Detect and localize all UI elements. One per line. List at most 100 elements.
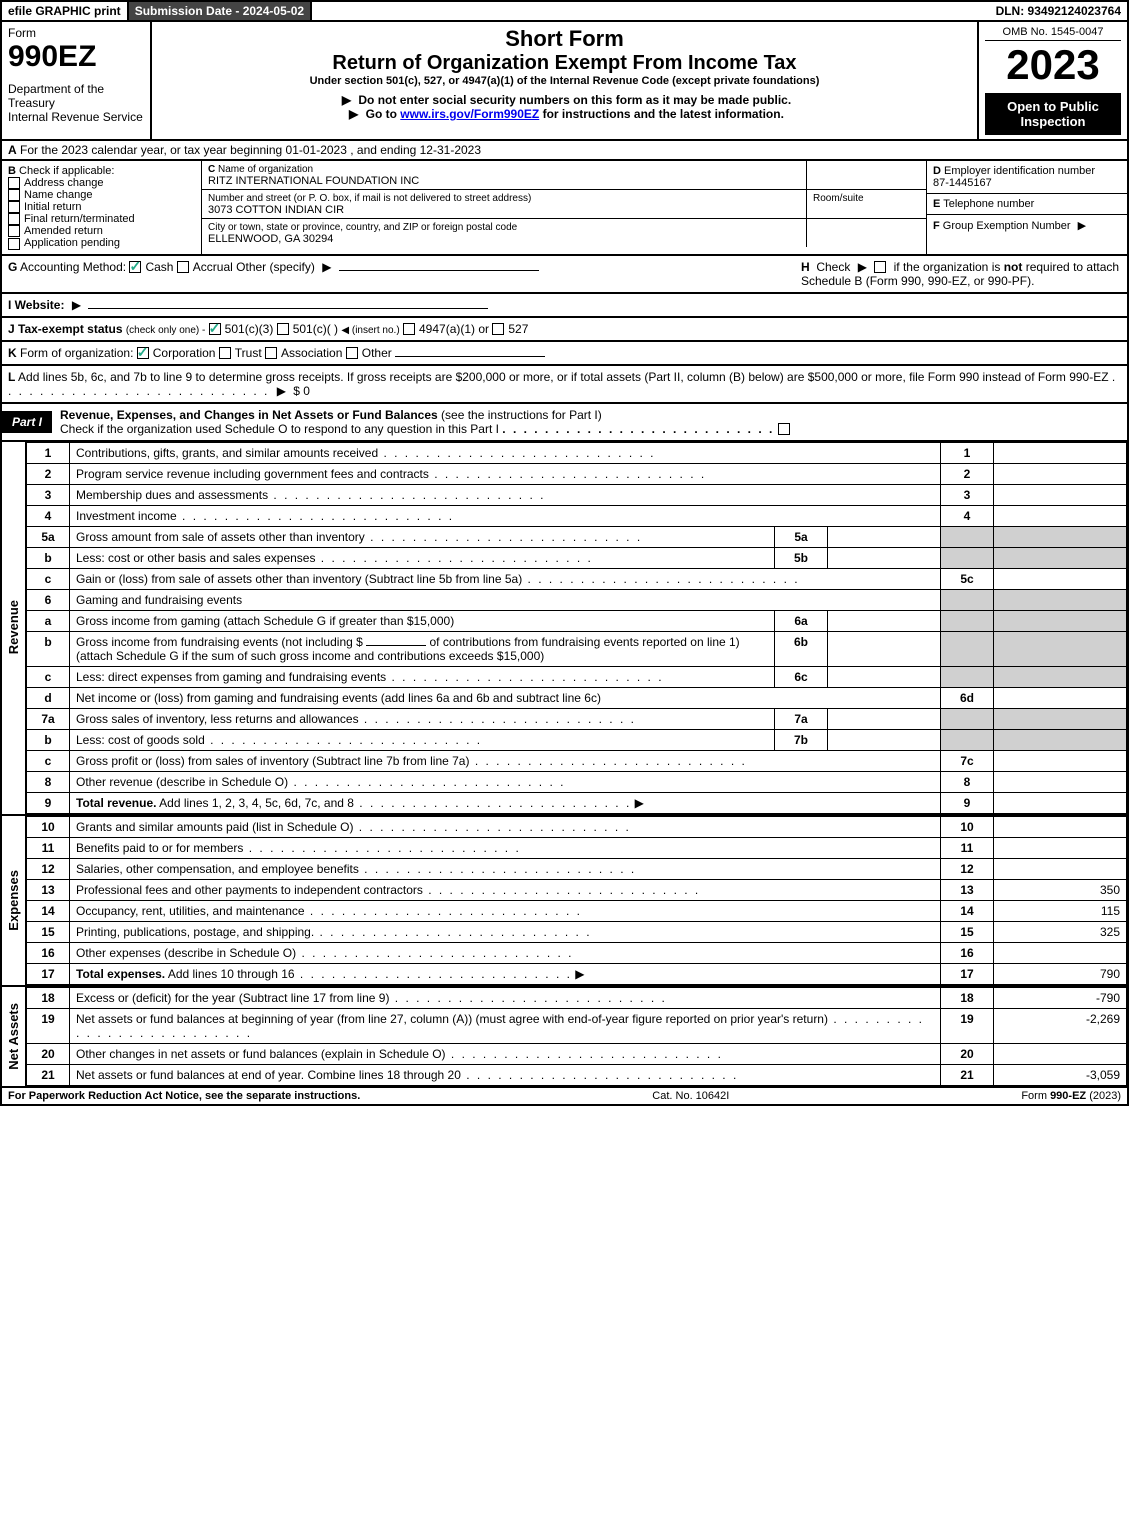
org-street: 3073 COTTON INDIAN CIR [208,204,344,216]
room-cell [806,161,926,189]
table-row: 11Benefits paid to or for members11 [27,837,1127,858]
note-goto: Go to www.irs.gov/Form990EZ for instruct… [158,107,971,121]
short-form-title: Short Form [158,26,971,52]
table-row: 15Printing, publications, postage, and s… [27,921,1127,942]
f-label: Group Exemption Number [943,220,1071,232]
arrow-icon [273,384,290,398]
part-1-checkline: Check if the organization used Schedule … [60,422,499,436]
j-opt3: 4947(a)(1) or [419,322,489,336]
irs-link[interactable]: www.irs.gov/Form990EZ [400,107,539,121]
checkbox-other-org[interactable] [346,347,358,359]
dln-label: DLN: 93492124023764 [990,2,1127,20]
checkbox-association[interactable] [265,347,277,359]
l-text: Add lines 5b, 6c, and 7b to line 9 to de… [18,370,1109,384]
checkbox-501c[interactable] [277,323,289,335]
omb-number: OMB No. 1545-0047 [985,26,1121,41]
table-row: 16Other expenses (describe in Schedule O… [27,942,1127,963]
checkbox-trust[interactable] [219,347,231,359]
checkbox-initial-return[interactable] [8,201,20,213]
footer-left: For Paperwork Reduction Act Notice, see … [8,1090,360,1102]
arrow-icon [68,298,85,312]
table-row: 8Other revenue (describe in Schedule O)8 [27,771,1127,792]
dept-label: Department of the Treasury [8,82,144,110]
checkbox-cash[interactable] [129,261,141,273]
checkbox-address-change[interactable] [8,177,20,189]
row-l: L Add lines 5b, 6c, and 7b to line 9 to … [0,366,1129,404]
j-note: (check only one) - [126,325,205,336]
top-bar-spacer [312,2,989,20]
checkbox-527[interactable] [492,323,504,335]
checkbox-501c3[interactable] [209,323,221,335]
table-row: 7aGross sales of inventory, less returns… [27,708,1127,729]
row-j: J Tax-exempt status (check only one) - 5… [0,318,1129,342]
arrow-icon [338,93,355,107]
j-opt2: 501(c)( ) [293,322,338,336]
checkbox-h[interactable] [874,261,886,273]
room-label: Room/suite [813,193,864,204]
efile-print-label[interactable]: efile GRAPHIC print [2,2,129,20]
section-a-text: For the 2023 calendar year, or tax year … [20,143,481,157]
k-opt-1: Trust [235,346,262,360]
e-label: Telephone number [943,198,1034,210]
c-city-right [806,219,926,247]
table-row: 17Total expenses. Add lines 10 through 1… [27,963,1127,984]
table-row: cGain or (loss) from sale of assets othe… [27,568,1127,589]
table-row: 12Salaries, other compensation, and empl… [27,858,1127,879]
dot-leader [502,422,774,436]
h-block: H Check if the organization is not requi… [801,260,1121,288]
table-row: 5aGross amount from sale of assets other… [27,526,1127,547]
table-row: 14Occupancy, rent, utilities, and mainte… [27,900,1127,921]
room-suite-cell: Room/suite [806,190,926,218]
table-row: 10Grants and similar amounts paid (list … [27,816,1127,837]
checkbox-4947[interactable] [403,323,415,335]
part-1-title: Revenue, Expenses, and Changes in Net As… [52,404,1127,440]
h-text: if the organization is [894,260,1001,274]
arrow-icon [854,260,871,274]
table-row: 13Professional fees and other payments t… [27,879,1127,900]
footer-center: Cat. No. 10642I [652,1090,729,1102]
form-header: Form 990EZ Department of the Treasury In… [0,22,1129,141]
c-name-cell: C Name of organization RITZ INTERNATIONA… [202,161,806,189]
b-opt-3: Final return/terminated [24,213,135,225]
page-footer: For Paperwork Reduction Act Notice, see … [0,1088,1129,1106]
row-k: K Form of organization: Corporation Trus… [0,342,1129,366]
checkbox-final-return[interactable] [8,213,20,225]
k-label: Form of organization: [20,346,133,360]
note-goto-pre: Go to [366,107,401,121]
l-amount: $ 0 [293,384,310,398]
note-goto-post: for instructions and the latest informat… [543,107,784,121]
section-a: A For the 2023 calendar year, or tax yea… [0,141,1129,161]
revenue-side-label: Revenue [4,596,23,658]
checkbox-application-pending[interactable] [8,238,20,250]
header-left: Form 990EZ Department of the Treasury In… [2,22,152,139]
note-ssn: Do not enter social security numbers on … [158,93,971,107]
k-other-blank [395,356,545,357]
table-row: aGross income from gaming (attach Schedu… [27,610,1127,631]
checkbox-amended-return[interactable] [8,225,20,237]
table-row: 20Other changes in net assets or fund ba… [27,1043,1127,1064]
top-bar: efile GRAPHIC print Submission Date - 20… [0,0,1129,22]
form-word: Form [8,26,144,40]
revenue-table: 1Contributions, gifts, grants, and simil… [26,442,1127,814]
table-row: 6Gaming and fundraising events [27,589,1127,610]
table-row: cLess: direct expenses from gaming and f… [27,666,1127,687]
checkbox-name-change[interactable] [8,189,20,201]
form-number: 990EZ [8,40,144,74]
row-g-h: G Accounting Method: Cash Accrual Other … [0,256,1129,294]
table-row: 19Net assets or fund balances at beginni… [27,1008,1127,1043]
j-opt2-note: (insert no.) [352,325,400,336]
g-label: Accounting Method: [20,260,126,274]
revenue-section: Revenue 1Contributions, gifts, grants, a… [0,442,1129,816]
j-opt1: 501(c)(3) [225,322,274,336]
checkbox-accrual[interactable] [177,261,189,273]
checkbox-corporation[interactable] [137,347,149,359]
g-block: G Accounting Method: Cash Accrual Other … [8,260,539,288]
checkbox-schedule-o-part1[interactable] [778,423,790,435]
arrow-icon [345,107,362,121]
return-title: Return of Organization Exempt From Incom… [158,52,971,75]
b-opt-4: Amended return [24,225,103,237]
k-opt-2: Association [281,346,342,360]
c-city-label: City or town, state or province, country… [208,222,517,233]
i-label: Website: [15,298,65,312]
b-opt-2: Initial return [24,201,81,213]
